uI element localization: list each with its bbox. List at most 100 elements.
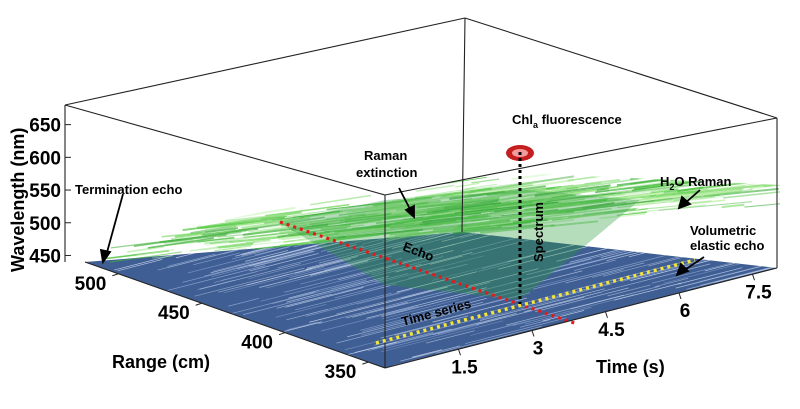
raman-streak <box>402 214 439 221</box>
wavelength-tick-label: 600 <box>29 148 61 169</box>
raman-streak <box>407 187 514 204</box>
floor-streak <box>438 170 471 178</box>
floor-streak <box>167 265 266 291</box>
floor-streak <box>677 267 743 285</box>
floor-streak <box>366 287 487 319</box>
range-tick-mark <box>362 361 369 365</box>
raman-streak <box>686 170 765 171</box>
floor-streak <box>338 250 454 281</box>
floor-streak <box>382 324 479 350</box>
raman-streak <box>401 217 497 230</box>
raman-streak <box>450 214 489 221</box>
raman-streak <box>565 184 601 190</box>
floor-streak <box>383 291 500 322</box>
floor-streak <box>434 310 477 323</box>
floor-streak <box>305 288 412 317</box>
raman-streak <box>703 190 743 197</box>
label-termination-echo: Termination echo <box>75 182 182 197</box>
raman-streak <box>616 177 668 187</box>
raman-streak <box>312 213 414 227</box>
raman-streak <box>460 178 555 192</box>
raman-streak <box>170 233 204 240</box>
time-axis: 1.5 3 4.5 6 7.5 Time (s) <box>384 267 778 378</box>
floor-streak <box>489 290 572 313</box>
floor-streak <box>565 262 645 284</box>
time-tick-mark <box>605 311 608 318</box>
raman-streak <box>726 182 760 189</box>
floor-streak <box>285 287 364 308</box>
floor-streak <box>386 232 462 249</box>
raman-streak <box>152 255 173 259</box>
floor-streak <box>651 259 744 284</box>
floor-streak <box>284 321 323 332</box>
floor-streak <box>464 317 567 344</box>
floor-streak <box>275 303 327 318</box>
raman-streak <box>572 189 595 194</box>
raman-streak <box>439 191 473 198</box>
range-tick-mark <box>112 273 119 277</box>
raman-streak <box>464 183 498 190</box>
raman-streak <box>339 214 402 223</box>
raman-streak <box>555 181 602 190</box>
raman-streak <box>299 210 341 219</box>
raman-streak <box>583 207 639 215</box>
raman-streak <box>629 204 706 214</box>
raman-streak <box>454 215 491 221</box>
range-tick-label: 450 <box>158 303 190 324</box>
raman-streak <box>174 231 206 238</box>
floor-streak <box>321 305 419 332</box>
raman-slab <box>278 190 640 300</box>
raman-streak <box>658 201 753 211</box>
raman-streak <box>606 191 665 201</box>
floor-streak <box>304 292 392 316</box>
raman-streak <box>575 192 678 206</box>
raman-streak <box>277 205 355 220</box>
floor-streak <box>556 247 609 262</box>
floor-streak <box>611 232 663 245</box>
raman-streak <box>639 189 741 201</box>
raman-streak <box>303 223 354 230</box>
floor-streak <box>277 245 364 269</box>
wavelength-ticks: 450 500 550 600 650 <box>29 116 71 267</box>
raman-streak <box>205 227 238 234</box>
timeseries-line <box>375 258 696 345</box>
elastic-floor <box>85 232 777 368</box>
raman-streak <box>340 212 392 222</box>
floor-streak <box>412 170 467 184</box>
raman-streak <box>369 204 415 212</box>
raman-streak <box>467 184 534 194</box>
raman-streak <box>283 239 309 243</box>
floor-streak <box>380 245 420 257</box>
raman-streak <box>500 189 598 204</box>
time-tick-mark <box>531 330 535 337</box>
raman-streak <box>431 208 473 217</box>
raman-streak <box>638 204 683 211</box>
floor-streak <box>418 292 530 322</box>
floor-streak <box>470 323 518 336</box>
floor-streak <box>592 269 624 278</box>
floor-streak <box>607 284 651 297</box>
time-tick-label: 6 <box>680 301 691 322</box>
floor-streak <box>265 255 392 289</box>
raman-streak <box>779 187 780 201</box>
raman-streak <box>222 243 252 249</box>
floor-streak <box>524 291 602 313</box>
time-tick-label: 3 <box>533 339 544 360</box>
raman-streak <box>546 192 616 203</box>
time-tick-label: 7.5 <box>745 282 772 303</box>
label-raman: Raman <box>364 148 407 163</box>
raman-streak <box>159 233 227 244</box>
raman-streak <box>437 202 469 209</box>
floor-streak <box>260 267 391 302</box>
raman-streak <box>559 194 615 202</box>
label-volumetric: Volumetric <box>690 223 756 238</box>
floor-streak <box>287 280 385 307</box>
floor-streak <box>630 258 715 282</box>
range-ticks: 500 450 400 350 <box>75 273 369 383</box>
floor-streak <box>249 252 319 272</box>
raman-streak <box>277 231 316 238</box>
raman-streak <box>264 215 305 225</box>
floor-streak <box>354 332 434 353</box>
floor-streak <box>253 250 315 268</box>
raman-streak <box>349 206 444 222</box>
